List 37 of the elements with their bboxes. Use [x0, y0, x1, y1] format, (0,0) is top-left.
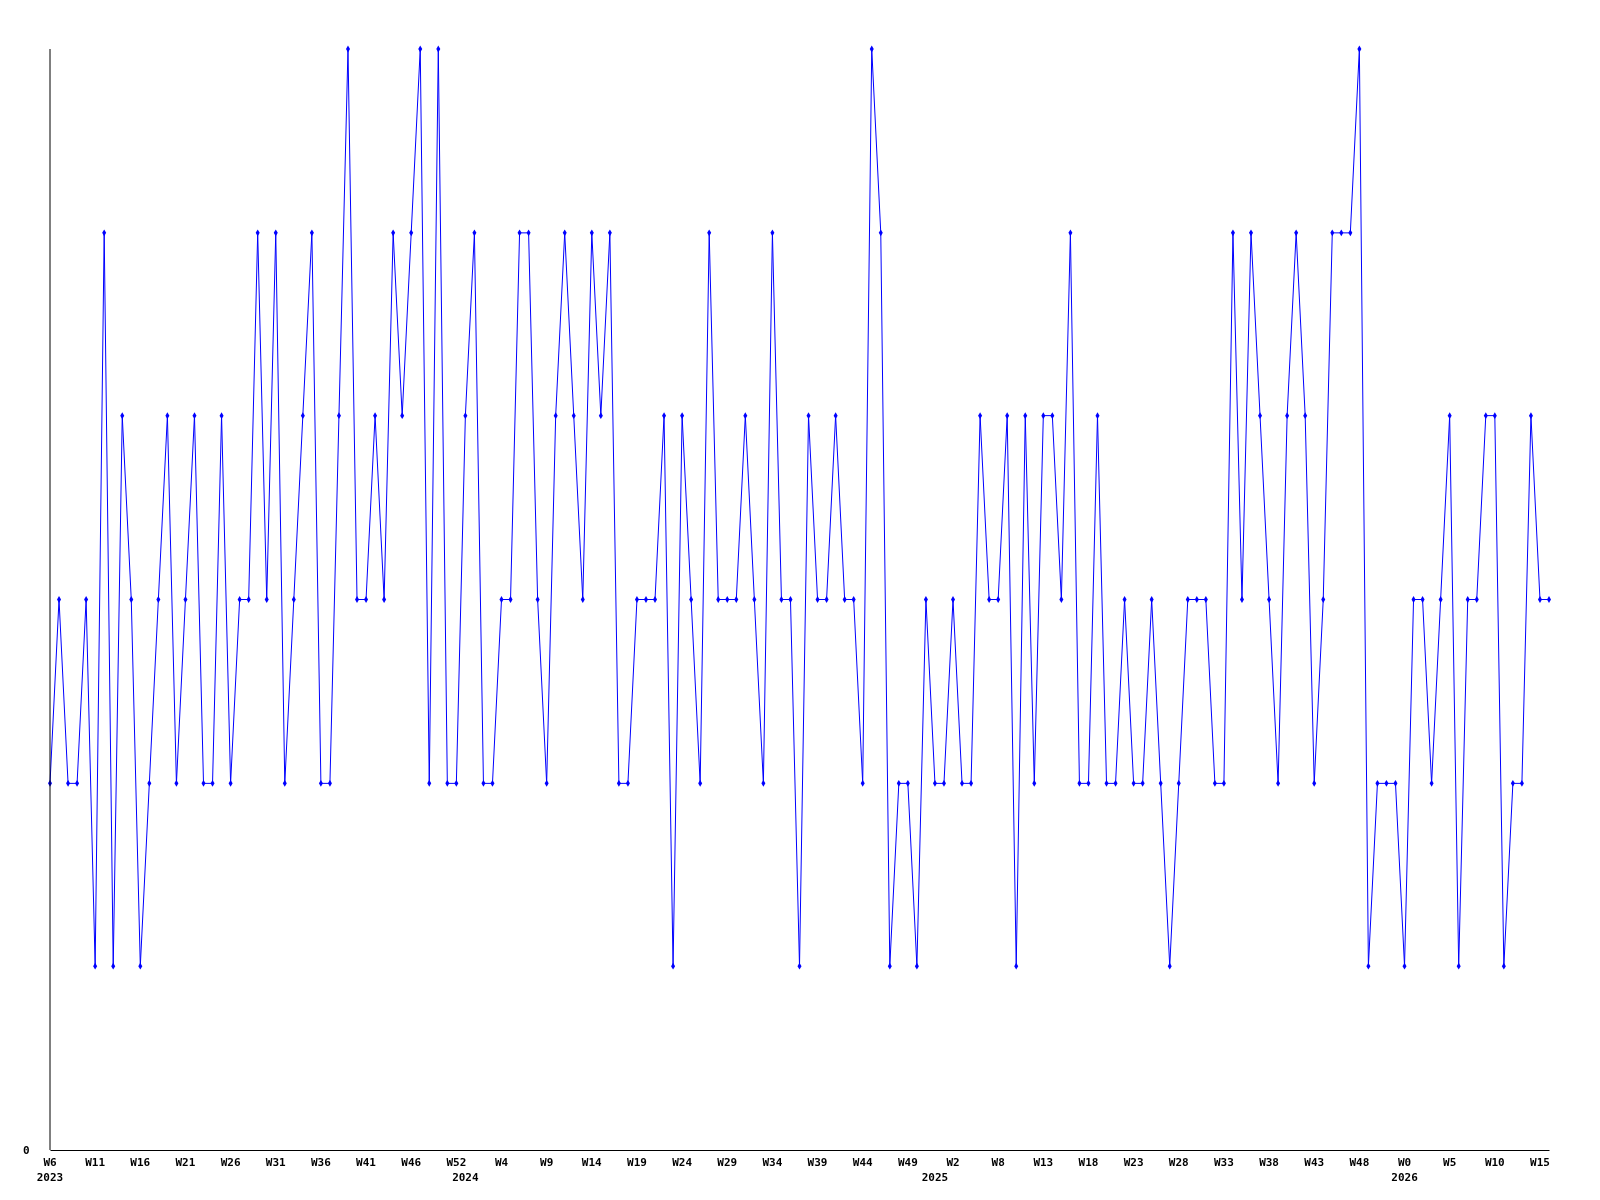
- x-tick-label: 2025: [921, 1171, 949, 1184]
- x-tick-label: W10: [1484, 1156, 1505, 1169]
- x-tick-label: W46: [401, 1156, 422, 1169]
- x-tick-label: W15: [1530, 1156, 1550, 1169]
- x-tick-label: W44: [852, 1156, 874, 1169]
- x-tick-label: W21: [175, 1156, 196, 1169]
- x-tick-label: W48: [1349, 1156, 1370, 1169]
- x-tick-label: W0 2026: [1391, 1156, 1419, 1184]
- x-tick-label: W33: [1213, 1156, 1234, 1169]
- x-tick-label: W43: [1304, 1156, 1325, 1169]
- x-tick-label: 2024: [452, 1171, 479, 1184]
- x-tick-label: W5: [1443, 1156, 1457, 1169]
- x-tick-label: W24: [672, 1156, 693, 1169]
- x-tick-label: W9: [540, 1156, 554, 1169]
- x-tick-label: W38: [1259, 1156, 1279, 1169]
- x-tick-label: W36: [310, 1156, 332, 1169]
- x-tick-label: W18: [1078, 1156, 1099, 1169]
- x-tick-label: W49: [897, 1156, 918, 1169]
- x-tick-label: W29: [717, 1156, 738, 1169]
- x-tick-label: W23: [1123, 1156, 1144, 1169]
- text: 0: [23, 1144, 30, 1157]
- x-tick-label: W8: [991, 1156, 1005, 1169]
- x-tick-label: W31: [265, 1156, 287, 1169]
- x-tick-label: W11: [85, 1156, 106, 1169]
- x-tick-label: W52: [446, 1156, 467, 1169]
- x-tick-label: W16: [130, 1156, 151, 1169]
- x-tick-label: W4: [494, 1156, 509, 1169]
- x-tick-label: W13: [1033, 1156, 1054, 1169]
- x-tick-label: W26: [220, 1156, 241, 1169]
- x-tick-label: W19: [627, 1156, 647, 1169]
- x-tick-label: W6 2023: [36, 1156, 64, 1184]
- x-tick-label: W2: [946, 1156, 960, 1169]
- x-tick-label: W39: [807, 1156, 828, 1169]
- x-tick-label: W28: [1168, 1156, 1189, 1169]
- x-tick-label: W41: [356, 1156, 377, 1169]
- x-tick-label: W14: [581, 1156, 603, 1169]
- x-tick-label: W34: [762, 1156, 783, 1169]
